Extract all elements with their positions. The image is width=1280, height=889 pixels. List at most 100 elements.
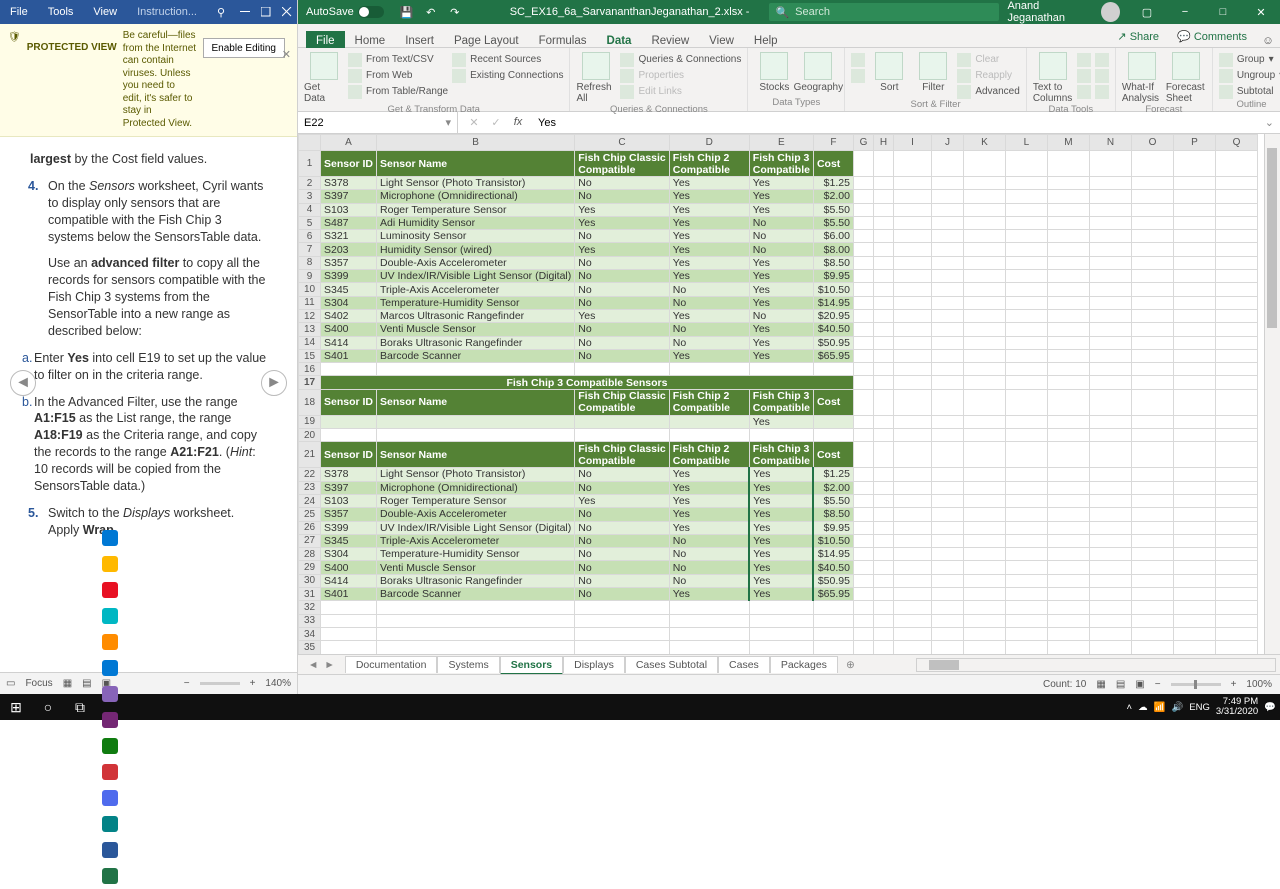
vertical-scrollbar[interactable] (1264, 134, 1280, 654)
zoom-out-icon[interactable]: − (1155, 679, 1161, 690)
forecast-sheet-button[interactable]: Forecast Sheet (1166, 50, 1206, 104)
from-web-button[interactable]: From Web (348, 68, 448, 83)
zoom-level[interactable]: 140% (265, 678, 291, 689)
taskbar-app-icon[interactable] (96, 811, 124, 837)
taskbar-app-icon[interactable] (96, 577, 124, 603)
flash-fill-icon[interactable] (1077, 52, 1091, 67)
text-to-columns-button[interactable]: Text to Columns (1033, 50, 1073, 104)
get-data-button[interactable]: Get Data (304, 50, 344, 104)
word-minimize-icon[interactable] (235, 0, 256, 24)
sheet-nav-next-icon[interactable]: ► (324, 659, 334, 671)
start-icon[interactable]: ⊞ (0, 694, 32, 720)
excel-maximize-icon[interactable]: □ (1204, 0, 1242, 24)
ungroup-button[interactable]: Ungroup ▾ (1219, 68, 1280, 83)
taskbar-app-icon[interactable] (96, 681, 124, 707)
taskbar-app-icon[interactable] (96, 785, 124, 811)
from-table-range-button[interactable]: From Table/Range (348, 84, 448, 99)
view-pagebreak-icon[interactable]: ▣ (1135, 679, 1144, 690)
wifi-icon[interactable]: 📶 (1154, 702, 1166, 713)
horizontal-scrollbar[interactable] (916, 658, 1276, 672)
redo-icon[interactable]: ↷ (444, 1, 466, 23)
sort-button[interactable]: Sort (869, 50, 909, 93)
sort-desc-icon[interactable] (851, 68, 865, 83)
zoom-level[interactable]: 100% (1246, 679, 1272, 690)
search-box[interactable]: 🔍 Search (769, 3, 999, 21)
taskbar-app-icon[interactable] (96, 707, 124, 733)
zoom-in-icon[interactable]: + (250, 678, 256, 689)
tray-chevron-icon[interactable]: ˄ (1127, 702, 1133, 713)
refresh-all-button[interactable]: Refresh All (576, 50, 616, 104)
autosave-toggle[interactable]: AutoSave (298, 6, 392, 18)
notifications-icon[interactable]: 💬 (1264, 702, 1276, 713)
onedrive-icon[interactable]: ☁ (1138, 702, 1148, 713)
sheet-tab-documentation[interactable]: Documentation (345, 656, 438, 673)
taskbar-app-icon[interactable] (96, 863, 124, 889)
taskbar-clock[interactable]: 7:49 PM3/31/2020 (1216, 697, 1258, 717)
geography-button[interactable]: Geography (798, 50, 838, 93)
share-button[interactable]: ↗ Share (1108, 26, 1168, 47)
name-box[interactable]: E22▾ (298, 112, 458, 133)
focus-icon[interactable]: ▭ (6, 678, 15, 689)
data-model-icon[interactable] (1095, 84, 1109, 99)
data-validation-icon[interactable] (1077, 84, 1091, 99)
view-layout-icon[interactable]: ▤ (1116, 679, 1125, 690)
layout-icon[interactable]: ▦ (63, 678, 72, 689)
cortana-icon[interactable]: ○ (32, 694, 64, 720)
zoom-in-icon[interactable]: + (1231, 679, 1237, 690)
excel-close-icon[interactable]: ✕ (1242, 0, 1280, 24)
word-close-icon[interactable] (276, 0, 297, 24)
sheet-tab-systems[interactable]: Systems (437, 656, 499, 673)
whatif-button[interactable]: What-If Analysis (1122, 50, 1162, 104)
pin-icon[interactable]: ⚲ (207, 6, 235, 19)
excel-minimize-icon[interactable]: − (1166, 0, 1204, 24)
zoom-slider[interactable] (200, 682, 240, 685)
comments-button[interactable]: 💬 Comments (1168, 26, 1256, 47)
view-normal-icon[interactable]: ▦ (1096, 679, 1105, 690)
taskbar-app-icon[interactable] (96, 759, 124, 785)
undo-icon[interactable]: ↶ (420, 1, 442, 23)
filter-button[interactable]: Filter (913, 50, 953, 93)
taskbar-app-icon[interactable] (96, 551, 124, 577)
save-icon[interactable]: 💾 (396, 1, 418, 23)
add-sheet-icon[interactable]: ⊕ (838, 659, 863, 671)
sheet-tab-cases-subtotal[interactable]: Cases Subtotal (625, 656, 718, 673)
advanced-button[interactable]: Advanced (957, 84, 1019, 99)
feedback-icon[interactable]: ☺ (1256, 35, 1280, 47)
relationships-icon[interactable] (1095, 68, 1109, 83)
recent-sources-button[interactable]: Recent Sources (452, 52, 563, 67)
group-button[interactable]: Group ▾ (1219, 52, 1280, 67)
queries-connections-button[interactable]: Queries & Connections (620, 52, 741, 67)
remove-dup-icon[interactable] (1077, 68, 1091, 83)
cancel-formula-icon[interactable]: ✕ (466, 116, 482, 129)
accept-formula-icon[interactable]: ✓ (488, 116, 504, 129)
taskbar-app-icon[interactable] (96, 733, 124, 759)
enable-editing-button[interactable]: Enable Editing (203, 38, 286, 58)
layout-icon[interactable]: ▤ (82, 678, 91, 689)
expand-formula-icon[interactable]: ⌄ (1259, 116, 1280, 129)
focus-label[interactable]: Focus (25, 678, 52, 689)
word-menu-file[interactable]: File (0, 6, 38, 18)
subtotal-button[interactable]: Subtotal (1219, 84, 1280, 99)
taskbar-app-icon[interactable] (96, 603, 124, 629)
taskbar-app-icon[interactable] (96, 837, 124, 863)
taskbar-app-icon[interactable] (96, 655, 124, 681)
consolidate-icon[interactable] (1095, 52, 1109, 67)
user-account[interactable]: Anand Jeganathan (999, 0, 1128, 24)
task-view-icon[interactable]: ⧉ (64, 694, 96, 720)
nav-prev-icon[interactable]: ◄ (10, 370, 36, 396)
sort-asc-icon[interactable] (851, 52, 865, 67)
word-menu-tools[interactable]: Tools (38, 6, 84, 18)
sheet-tab-packages[interactable]: Packages (770, 656, 838, 673)
zoom-slider[interactable] (1171, 683, 1221, 686)
word-menu-view[interactable]: View (83, 6, 127, 18)
toggle-off-icon[interactable] (358, 6, 384, 18)
from-text-csv-button[interactable]: From Text/CSV (348, 52, 448, 67)
stocks-button[interactable]: Stocks (754, 50, 794, 93)
sheet-tab-displays[interactable]: Displays (563, 656, 625, 673)
existing-connections-button[interactable]: Existing Connections (452, 68, 563, 83)
sheet-nav-prev-icon[interactable]: ◄ (308, 659, 318, 671)
ribbon-mode-icon[interactable]: ▢ (1128, 0, 1166, 24)
taskbar-app-icon[interactable] (96, 525, 124, 551)
fx-icon[interactable]: fx (510, 116, 526, 129)
sheet-tab-cases[interactable]: Cases (718, 656, 770, 673)
